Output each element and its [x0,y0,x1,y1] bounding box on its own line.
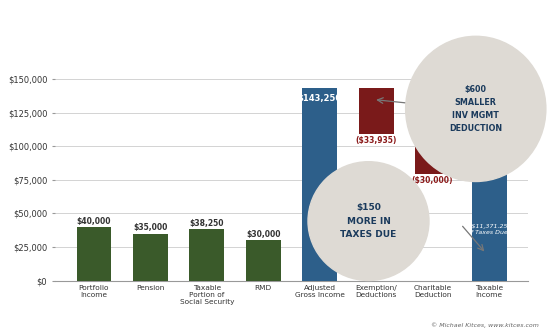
Bar [302,88,337,280]
Bar [76,227,112,280]
Text: $35,000: $35,000 [133,223,168,232]
Text: ($33,935): ($33,935) [355,136,397,145]
Bar [133,234,168,280]
Bar [415,134,450,174]
Text: $38,250: $38,250 [190,219,224,228]
Bar [471,174,507,280]
Text: © Michael Kitces, www.kitces.com: © Michael Kitces, www.kitces.com [431,323,539,328]
Bar [359,88,394,134]
Text: $30,000: $30,000 [246,230,280,239]
Text: ($30,000): ($30,000) [412,176,453,185]
Text: $600
SMALLER
INV MGMT
DEDUCTION: $600 SMALLER INV MGMT DEDUCTION [449,84,502,133]
Text: $79,315: $79,315 [470,164,508,173]
Text: $150
MORE IN
TAXES DUE: $150 MORE IN TAXES DUE [340,203,397,239]
Text: RMD AND DONATE, NO QCD: RMD AND DONATE, NO QCD [189,40,361,50]
Text: $143,250: $143,250 [298,94,342,103]
Text: INCOME AND DEDUCTIONS FOR HYPOTHETICAL SCENARIO -: INCOME AND DEDUCTIONS FOR HYPOTHETICAL S… [90,16,460,26]
Bar [189,229,224,280]
Bar [246,240,281,280]
Text: $40,000: $40,000 [77,216,111,225]
Text: ($11,371.25
of Taxes Due): ($11,371.25 of Taxes Due) [468,224,511,235]
